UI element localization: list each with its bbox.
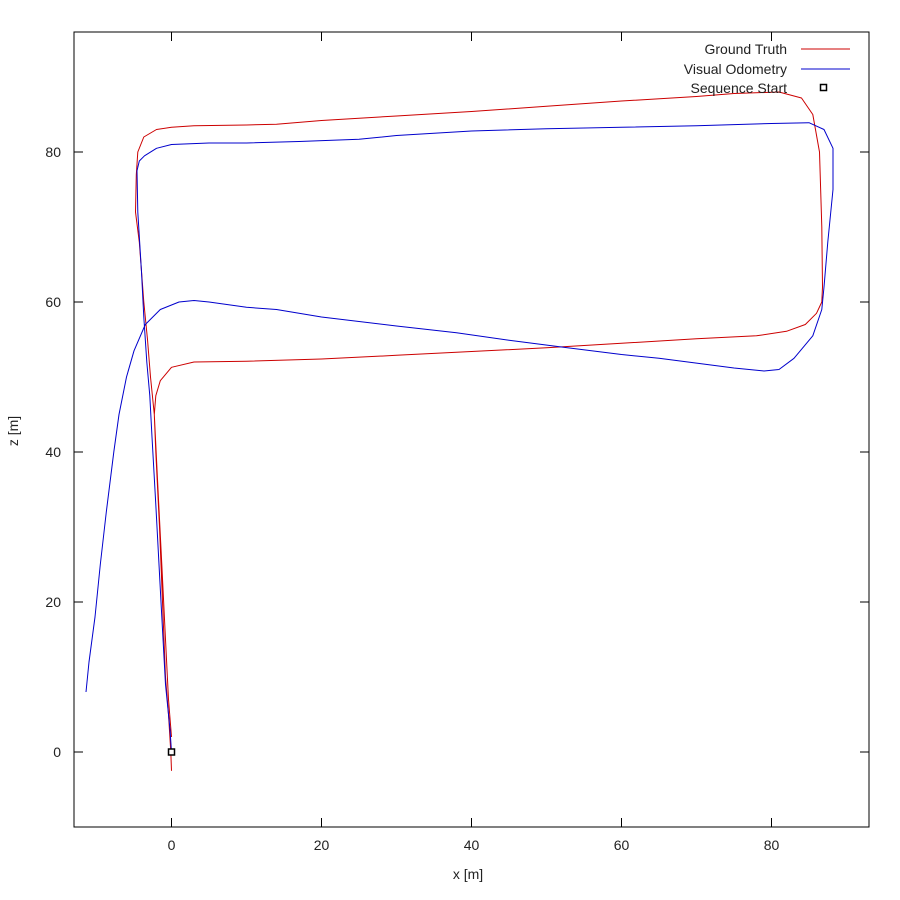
x-tick-label: 80	[764, 837, 780, 853]
legend-label-ground-truth: Ground Truth	[705, 41, 788, 57]
y-axis-label: z [m]	[5, 416, 21, 446]
axis-ticks: 0 20 40 60 80 0 20 40 60 80	[45, 32, 869, 853]
y-tick-label: 60	[45, 294, 61, 310]
y-tick-label: 40	[45, 444, 61, 460]
x-tick-label: 0	[168, 837, 176, 853]
legend: Ground Truth Visual Odometry Sequence St…	[684, 41, 850, 96]
x-tick-label: 20	[314, 837, 330, 853]
series-line-visual-odometry	[85, 122, 834, 753]
series-lines	[85, 91, 834, 771]
legend-label-sequence-start: Sequence Start	[690, 80, 787, 96]
y-tick-label: 80	[45, 144, 61, 160]
plot-frame	[73, 31, 870, 828]
y-tick-label: 0	[53, 744, 61, 760]
legend-label-visual-odometry: Visual Odometry	[684, 61, 787, 77]
x-axis-label: x [m]	[453, 866, 483, 882]
x-tick-label: 40	[464, 837, 480, 853]
series-line-ground-truth	[135, 91, 823, 771]
legend-swatch-sequence-start	[819, 83, 828, 92]
markers	[167, 748, 176, 756]
x-tick-label: 60	[614, 837, 630, 853]
sequence-start-marker	[167, 748, 176, 756]
y-tick-label: 20	[45, 594, 61, 610]
